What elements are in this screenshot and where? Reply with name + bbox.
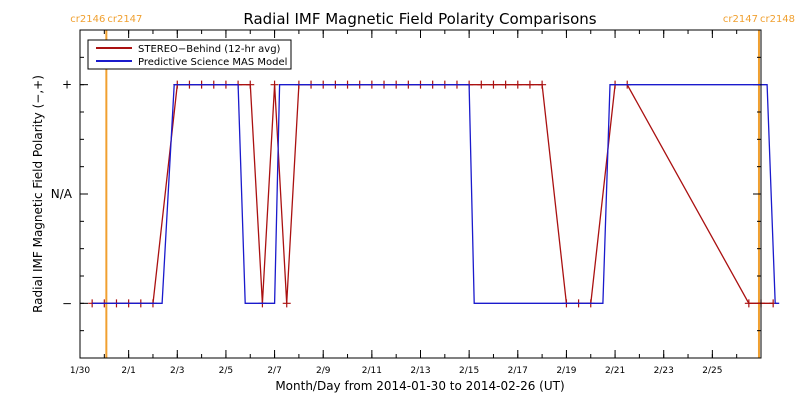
y-tick-label-2: − xyxy=(62,296,72,310)
x-axis-ticks: 1/30 2/1 2/3 2/5 2/7 2/9 2/11 2/13 2/15 2/17 2/19 2… xyxy=(70,30,762,376)
data-point-0-12 xyxy=(246,80,255,89)
x-tick-label-6: 2/11 xyxy=(362,366,382,376)
x-tick-label-3: 2/5 xyxy=(219,366,233,376)
x-tick-label-1: 2/1 xyxy=(121,366,135,376)
series-line-0 xyxy=(92,84,774,304)
x-axis-label: Month/Day from 2014-01-30 to 2014-02-26 … xyxy=(275,379,564,393)
chart-title: Radial IMF Magnetic Field Polarity Compa… xyxy=(243,10,596,28)
x-tick-label-5: 2/9 xyxy=(316,366,331,376)
data-point-0-35 xyxy=(525,80,534,89)
data-point-0-14 xyxy=(270,80,279,89)
y-tick-label-1: N/A xyxy=(51,187,73,201)
x-tick-label-9: 2/17 xyxy=(508,366,528,376)
carrington-label-right-0: cr2147 xyxy=(107,14,142,25)
legend: STEREO−Behind (12-hr avg) Predictive Sci… xyxy=(87,39,292,70)
legend-box xyxy=(87,39,292,70)
data-point-0-36 xyxy=(538,80,547,89)
x-tick-label-2: 2/3 xyxy=(170,366,184,376)
y-axis-label: Radial IMF Magnetic Field Polarity (−,+) xyxy=(31,75,45,313)
plot-frame xyxy=(79,29,762,359)
data-point-0-31 xyxy=(477,80,486,89)
data-point-0-42 xyxy=(744,299,753,308)
data-point-0-33 xyxy=(501,80,510,89)
carrington-label-left-0: cr2146 xyxy=(70,14,105,25)
carrington-label-right-1: cr2148 xyxy=(760,14,795,25)
y-tick-label-0: + xyxy=(62,78,72,92)
y-axis-ticks: + N/A − xyxy=(51,29,761,359)
x-tick-label-13: 2/25 xyxy=(702,366,722,376)
x-tick-label-11: 2/21 xyxy=(605,366,625,376)
series-line-1 xyxy=(92,84,780,304)
x-tick-label-10: 2/19 xyxy=(556,366,576,376)
legend-label-stereo: STEREO−Behind (12-hr avg) xyxy=(138,44,281,55)
x-tick-label-0: 1/30 xyxy=(70,366,90,376)
data-point-0-32 xyxy=(489,80,498,89)
series-layer xyxy=(88,80,780,308)
carrington-label-left-1: cr2147 xyxy=(723,14,758,25)
data-point-0-34 xyxy=(513,80,522,89)
x-tick-label-4: 2/7 xyxy=(267,366,281,376)
legend-label-mas: Predictive Science MAS Model xyxy=(138,57,287,68)
x-tick-label-8: 2/15 xyxy=(459,366,479,376)
x-tick-label-7: 2/13 xyxy=(410,366,430,376)
x-tick-label-12: 2/23 xyxy=(654,366,674,376)
data-point-0-15 xyxy=(282,299,291,308)
